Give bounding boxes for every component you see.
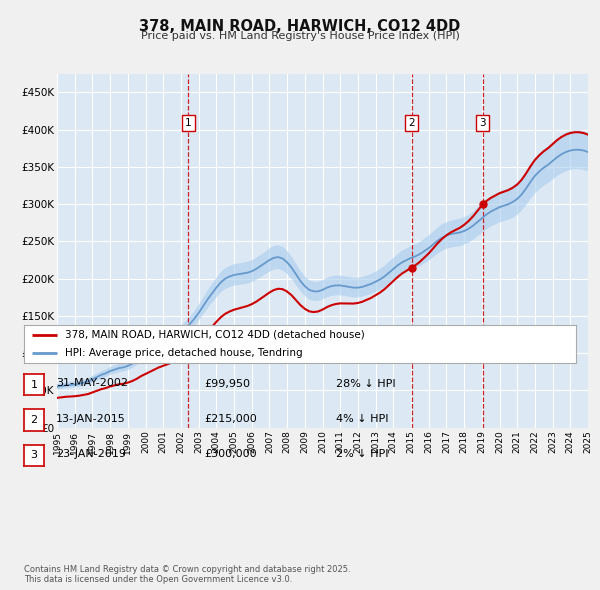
Text: 4% ↓ HPI: 4% ↓ HPI bbox=[336, 414, 389, 424]
Text: £99,950: £99,950 bbox=[204, 379, 250, 388]
Text: £215,000: £215,000 bbox=[204, 414, 257, 424]
Text: 2: 2 bbox=[31, 415, 37, 425]
Text: Contains HM Land Registry data © Crown copyright and database right 2025.
This d: Contains HM Land Registry data © Crown c… bbox=[24, 565, 350, 584]
Text: 23-JAN-2019: 23-JAN-2019 bbox=[56, 450, 126, 459]
Text: 1: 1 bbox=[31, 380, 37, 389]
Text: 378, MAIN ROAD, HARWICH, CO12 4DD: 378, MAIN ROAD, HARWICH, CO12 4DD bbox=[139, 19, 461, 34]
Text: 3: 3 bbox=[479, 119, 486, 128]
Text: £300,000: £300,000 bbox=[204, 450, 257, 459]
Text: 2% ↓ HPI: 2% ↓ HPI bbox=[336, 450, 389, 459]
Text: 3: 3 bbox=[31, 451, 37, 460]
Text: Price paid vs. HM Land Registry's House Price Index (HPI): Price paid vs. HM Land Registry's House … bbox=[140, 31, 460, 41]
Text: 2: 2 bbox=[409, 119, 415, 128]
Text: HPI: Average price, detached house, Tendring: HPI: Average price, detached house, Tend… bbox=[65, 348, 303, 358]
Text: 1: 1 bbox=[185, 119, 191, 128]
Text: 378, MAIN ROAD, HARWICH, CO12 4DD (detached house): 378, MAIN ROAD, HARWICH, CO12 4DD (detac… bbox=[65, 330, 365, 340]
Text: 31-MAY-2002: 31-MAY-2002 bbox=[56, 379, 128, 388]
Text: 13-JAN-2015: 13-JAN-2015 bbox=[56, 414, 125, 424]
Text: 28% ↓ HPI: 28% ↓ HPI bbox=[336, 379, 395, 388]
